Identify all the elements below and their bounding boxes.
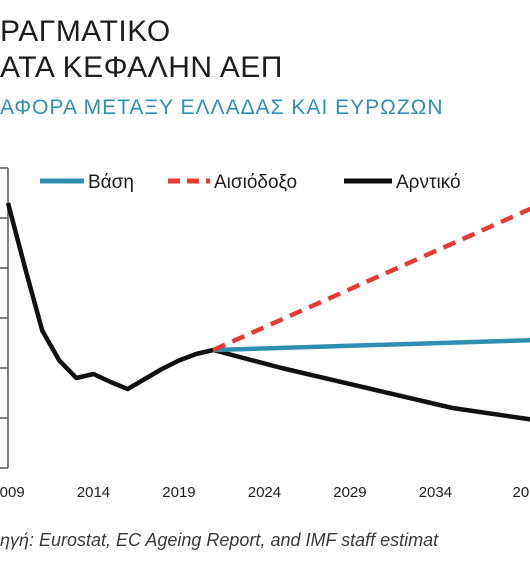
legend-label: Αρντικό [396,172,461,193]
legend-label: Αισιόδοξο [214,172,297,193]
chart-title: ΡΑΓΜΑΤΙΚΟ ΑΤΑ ΚΕΦΑΛΗΝ ΑΕΠ [0,14,283,86]
legend: Βάση Αισιόδοξο Αρντικό [40,172,461,193]
legend-label: Βάση [88,172,134,193]
series-line [5,202,530,422]
y-axis [0,167,9,469]
chart-title-line-2: ΑΤΑ ΚΕΦΑΛΗΝ ΑΕΠ [0,51,283,84]
x-tick-label: 2029 [333,484,366,501]
chart-title-line-1: ΡΑΓΜΑΤΙΚΟ [0,15,171,48]
series-line [212,206,530,353]
x-tick-label: 2024 [248,484,281,501]
y-axis-ticks [0,167,8,469]
x-tick-label: 20 [513,484,530,501]
x-tick-label: 2014 [77,484,110,501]
series-line [213,337,530,353]
x-tick-label: 2019 [162,484,195,501]
x-tick-label: 2034 [419,484,452,501]
source-note: ηγή: Eurostat, EC Ageing Report, and IMF… [0,530,439,550]
series-lines [5,202,530,422]
x-axis-ticks: 2009 2014 2019 2024 2029 2034 20 [0,484,529,501]
chart-subtitle: ΑΦΟΡΑ ΜΕΤΑΞΥ ΕΛΛΑΔΑΣ ΚΑΙ ΕΥΡΩΖΩΝ [0,96,444,119]
x-tick-label: 2009 [0,484,25,501]
